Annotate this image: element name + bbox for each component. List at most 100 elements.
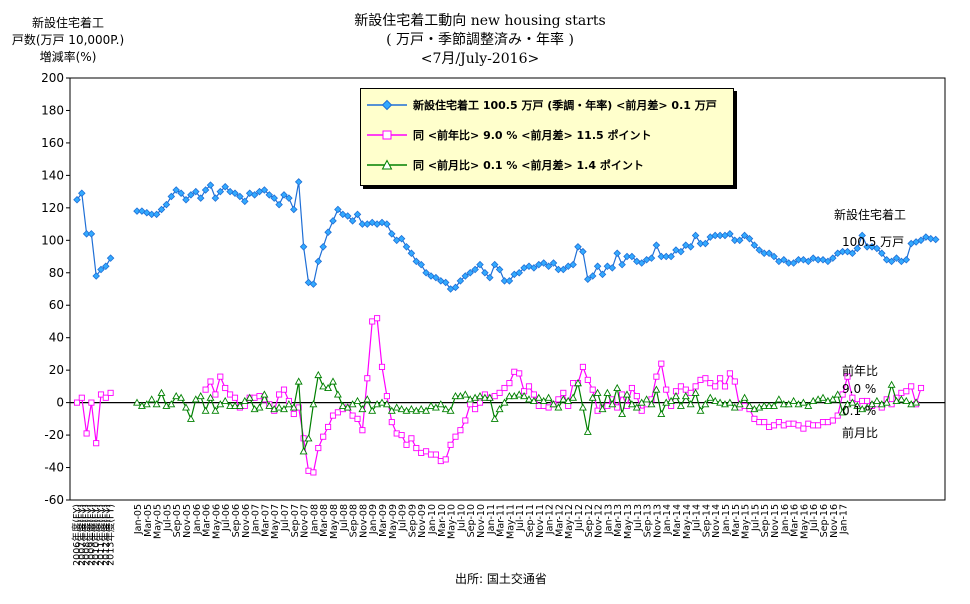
data-point-mom	[819, 393, 827, 401]
x-tick-label-month: Jul-15	[750, 504, 761, 532]
data-point-mom	[142, 400, 151, 408]
data-point-mom	[887, 380, 896, 388]
data-point-mom	[309, 400, 318, 408]
x-tick-label-month: Jan-06	[192, 504, 203, 535]
data-point-housing-starts	[539, 259, 548, 267]
x-tick-label-annual: 2007年度(FY)	[76, 504, 88, 566]
data-point-housing-starts	[931, 235, 940, 244]
data-point-mom	[368, 406, 377, 414]
y-tick-label: 180	[41, 103, 64, 117]
data-point-mom	[632, 403, 641, 411]
data-point-yoy	[800, 425, 807, 432]
data-point-mom	[696, 406, 705, 414]
data-point-yoy	[398, 432, 405, 439]
data-point-yoy	[442, 456, 449, 463]
data-point-yoy	[726, 370, 733, 377]
data-point-mom	[500, 398, 509, 406]
data-point-yoy	[712, 383, 719, 390]
data-point-housing-starts	[873, 244, 881, 253]
data-point-mom	[745, 401, 754, 409]
data-point-mom	[672, 391, 680, 400]
x-tick-label-month: Jan-07	[251, 504, 262, 535]
y-axis-label-line2: 戸数(万戸 10,000P.)	[11, 33, 125, 47]
x-tick-label-month: Jan-13	[603, 504, 614, 535]
data-point-yoy	[687, 389, 694, 396]
data-point-mom	[363, 395, 372, 403]
data-point-yoy	[555, 396, 562, 403]
data-point-yoy	[908, 383, 915, 390]
data-point-yoy	[717, 375, 724, 382]
data-point-mom	[260, 390, 269, 398]
data-point-mom	[392, 403, 401, 411]
data-point-yoy	[78, 394, 85, 401]
data-point-housing-starts	[613, 249, 621, 258]
data-point-housing-starts	[809, 254, 817, 262]
data-point-yoy	[408, 435, 415, 442]
data-point-housing-starts	[260, 186, 269, 194]
data-point-yoy	[97, 391, 105, 398]
data-point-housing-starts	[765, 249, 773, 258]
data-point-mom	[167, 400, 176, 408]
data-point-housing-starts	[275, 200, 283, 209]
annotation-housing-label: 新設住宅着工	[834, 208, 907, 222]
data-point-housing-starts	[383, 220, 391, 228]
data-point-mom	[319, 382, 328, 390]
data-point-housing-starts	[206, 181, 215, 189]
data-point-housing-starts	[686, 243, 695, 251]
data-point-housing-starts	[324, 228, 332, 236]
data-point-housing-starts	[102, 262, 110, 271]
data-point-housing-starts	[637, 259, 646, 267]
data-point-yoy	[633, 393, 640, 400]
data-point-yoy	[756, 419, 763, 426]
data-point-mom	[838, 408, 847, 416]
data-point-housing-starts	[309, 280, 318, 288]
x-tick-label-month: Sep-10	[466, 504, 477, 537]
data-point-mom	[304, 434, 313, 442]
data-point-yoy	[393, 430, 400, 437]
data-point-mom	[853, 401, 862, 409]
data-point-mom	[152, 400, 161, 408]
y-axis-label-line1: 新設住宅着工	[31, 16, 104, 30]
data-point-mom	[549, 400, 558, 408]
data-point-mom	[760, 401, 769, 409]
y-tick-label: -20	[44, 428, 64, 442]
x-tick-label-month: May-10	[447, 504, 458, 539]
data-point-yoy	[692, 383, 699, 390]
data-point-housing-starts	[579, 247, 587, 256]
data-point-housing-starts	[838, 247, 847, 256]
data-point-yoy	[276, 391, 283, 398]
data-point-yoy	[452, 433, 459, 440]
data-point-housing-starts	[294, 178, 303, 186]
data-point-mom	[598, 404, 607, 413]
x-tick-label-month: May-15	[741, 504, 752, 539]
data-point-yoy	[300, 435, 307, 442]
data-point-yoy	[805, 420, 812, 427]
data-point-housing-starts	[490, 260, 499, 269]
data-point-mom	[221, 396, 230, 405]
data-point-housing-starts	[863, 243, 871, 251]
data-point-mom	[735, 400, 744, 408]
data-point-housing-starts	[789, 259, 798, 267]
data-point-mom	[520, 391, 529, 400]
data-point-housing-starts	[633, 257, 641, 266]
data-point-yoy	[770, 422, 778, 429]
x-tick-label-month: Nov-07	[300, 504, 311, 538]
data-point-housing-starts	[770, 252, 778, 261]
x-tick-label-month: Mar-16	[790, 504, 801, 537]
data-point-mom	[593, 388, 602, 396]
x-tick-label-month: Jul-08	[339, 504, 350, 532]
data-point-yoy	[83, 430, 90, 437]
data-point-housing-starts	[652, 241, 661, 249]
data-point-yoy	[780, 422, 787, 429]
data-point-yoy	[320, 433, 327, 440]
data-point-housing-starts	[716, 231, 724, 240]
legend-label-mom: 同 <前月比> 0.1 % <前月差> 1.4 ポイント	[413, 159, 644, 172]
legend-marker-square-icon	[367, 130, 407, 140]
data-point-yoy	[462, 417, 469, 424]
data-point-mom	[686, 400, 695, 408]
x-tick-label-month: Nov-10	[476, 504, 487, 538]
data-point-housing-starts	[290, 205, 298, 214]
data-point-yoy	[472, 406, 479, 413]
x-tick-label-month: Nov-12	[594, 504, 605, 538]
data-point-yoy	[222, 384, 229, 392]
